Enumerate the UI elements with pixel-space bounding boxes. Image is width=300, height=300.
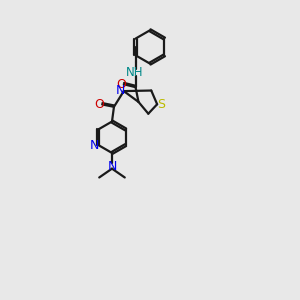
Text: O: O <box>94 98 104 111</box>
Text: S: S <box>158 98 166 111</box>
Text: NH: NH <box>126 66 143 79</box>
Text: N: N <box>89 139 99 152</box>
Text: N: N <box>107 160 117 173</box>
Text: N: N <box>116 84 125 97</box>
Text: O: O <box>116 78 126 91</box>
